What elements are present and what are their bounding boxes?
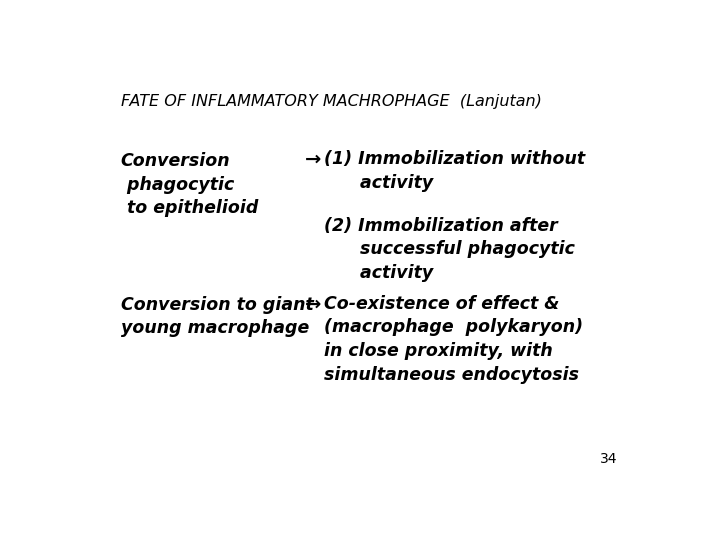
Text: →: → bbox=[305, 150, 321, 169]
Text: FATE OF INFLAMMATORY MACHROPHAGE  (Lanjutan): FATE OF INFLAMMATORY MACHROPHAGE (Lanjut… bbox=[121, 94, 541, 109]
Text: 34: 34 bbox=[600, 452, 617, 466]
Text: Co-existence of effect &
(macrophage  polykaryon)
in close proximity, with
simul: Co-existence of effect & (macrophage pol… bbox=[324, 295, 583, 383]
Text: →: → bbox=[305, 295, 321, 314]
Text: Conversion
 phagocytic
 to epithelioid: Conversion phagocytic to epithelioid bbox=[121, 152, 258, 217]
Text: (2) Immobilization after
      successful phagocytic
      activity: (2) Immobilization after successful phag… bbox=[324, 217, 575, 282]
Text: Conversion to giant
young macrophage: Conversion to giant young macrophage bbox=[121, 295, 313, 337]
Text: (1) Immobilization without
      activity: (1) Immobilization without activity bbox=[324, 150, 585, 192]
